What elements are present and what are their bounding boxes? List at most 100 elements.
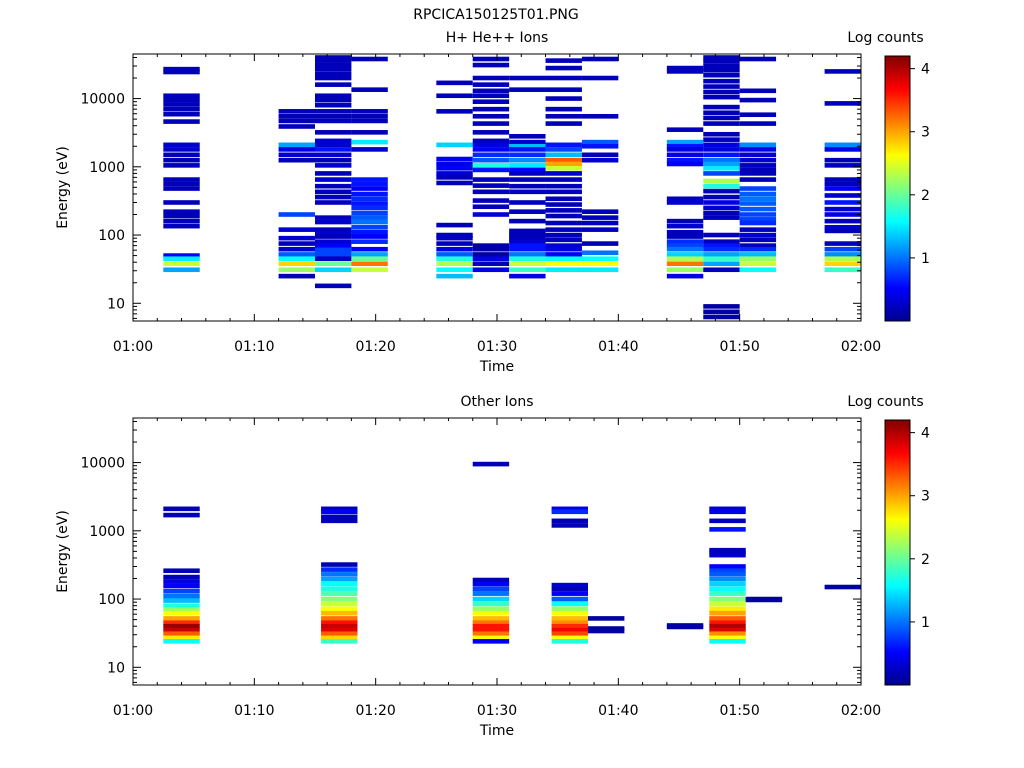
heatmap-cell: [163, 119, 200, 124]
heatmap-cell: [321, 606, 358, 612]
heatmap-cell: [709, 606, 746, 612]
heatmap-cell: [509, 239, 546, 244]
heatmap-cell: [551, 635, 588, 641]
heatmap-cell: [472, 261, 510, 267]
heatmap-cell: [278, 109, 315, 114]
heatmap-cell: [278, 261, 315, 267]
heatmap-cell: [739, 163, 777, 168]
heatmap-cell: [581, 209, 619, 214]
heatmap-cell: [472, 616, 510, 621]
heatmap-cell: [509, 152, 546, 158]
heatmap-cell: [824, 246, 861, 252]
heatmap-cell: [472, 99, 510, 104]
heatmap-cell: [581, 56, 619, 62]
heatmap-cell: [739, 147, 777, 152]
heatmap-cell: [509, 232, 546, 238]
heatmap-cell: [703, 142, 740, 148]
heatmap-cell: [315, 234, 352, 239]
heatmap-cell: [472, 113, 510, 119]
heatmap-cell: [824, 241, 861, 246]
colorbar-tick-label: 3: [921, 125, 930, 141]
x-axis-label: Time: [479, 359, 514, 375]
heatmap-cell: [703, 183, 740, 189]
heatmap-cell: [163, 177, 200, 182]
heatmap-cell: [824, 157, 861, 163]
heatmap-cell: [709, 631, 746, 637]
heatmap-cell: [351, 205, 388, 211]
heatmap-cell: [351, 139, 388, 145]
heatmap-cell: [666, 65, 704, 71]
heatmap-cell: [703, 215, 740, 220]
heatmap-cell: [278, 246, 315, 252]
heatmap-cell: [315, 97, 352, 103]
heatmap-cell: [315, 252, 352, 257]
heatmap-cell: [824, 177, 861, 182]
heatmap-cell: [315, 189, 352, 195]
heatmap-cell: [321, 596, 358, 602]
heatmap-cell: [709, 635, 746, 641]
heatmap-cell: [551, 627, 588, 633]
heatmap-cell: [551, 631, 588, 637]
heatmap-cell: [509, 163, 546, 168]
heatmap-cell: [351, 201, 388, 206]
heatmap-cell: [666, 161, 704, 167]
heatmap-cell: [472, 267, 510, 273]
heatmap-cell: [824, 147, 861, 152]
heatmap-cell: [509, 252, 546, 257]
heatmap-cell: [545, 106, 582, 112]
heatmap-cell: [703, 110, 740, 116]
heatmap-cell: [703, 252, 740, 257]
heatmap-cell: [351, 246, 388, 252]
heatmap-cell: [321, 576, 358, 582]
heatmap-cell: [581, 267, 619, 273]
heatmap-cell: [703, 147, 740, 152]
heatmap-cell: [709, 572, 746, 577]
heatmap-cell: [509, 183, 546, 189]
heatmap-cell: [824, 69, 861, 74]
heatmap-cell: [163, 616, 200, 621]
x-tick-label: 01:10: [234, 703, 274, 719]
heatmap-cell: [163, 223, 200, 229]
heatmap-cell: [666, 127, 704, 132]
heatmap-cell: [278, 124, 315, 129]
heatmap-cell: [509, 209, 546, 214]
heatmap-cell: [824, 206, 861, 212]
heatmap-cell: [581, 75, 619, 81]
heatmap-cell: [278, 147, 315, 152]
heatmap-cell: [509, 87, 546, 92]
heatmap-cell: [472, 243, 510, 248]
heatmap-cell: [666, 273, 704, 279]
heatmap-cell: [588, 626, 625, 631]
heatmap-cell: [163, 568, 200, 574]
x-tick-label: 01:30: [477, 339, 517, 355]
heatmap-cell: [472, 256, 510, 262]
heatmap-cell: [278, 118, 315, 124]
x-tick-label: 01:40: [598, 703, 638, 719]
heatmap-cell: [703, 157, 740, 163]
heatmap-cell: [163, 147, 200, 152]
heatmap-cell: [315, 256, 352, 262]
heatmap-cell: [739, 167, 777, 173]
heatmap-cell: [321, 623, 358, 629]
heatmap-cell: [703, 55, 740, 60]
heatmap-cell: [666, 69, 704, 74]
heatmap-cell: [739, 97, 777, 103]
heatmap-cell: [709, 518, 746, 524]
heatmap-cell: [472, 163, 510, 168]
heatmap-cell: [472, 606, 510, 612]
x-tick-label: 01:50: [719, 703, 759, 719]
heatmap-cell: [509, 143, 546, 149]
heatmap-cell: [321, 586, 358, 592]
heatmap-cell: [436, 93, 473, 99]
heatmap-cell: [321, 572, 358, 577]
heatmap-cell: [351, 113, 388, 119]
heatmap-cell: [703, 205, 740, 211]
heatmap-cell: [703, 171, 740, 176]
heatmap-cell: [545, 171, 582, 176]
heatmap-cell: [745, 597, 783, 603]
spectrogram-cells: [163, 461, 861, 644]
heatmap-cell: [163, 93, 200, 99]
heatmap-cell: [824, 256, 861, 262]
heatmap-cell: [709, 601, 746, 607]
heatmap-cell: [163, 512, 200, 518]
